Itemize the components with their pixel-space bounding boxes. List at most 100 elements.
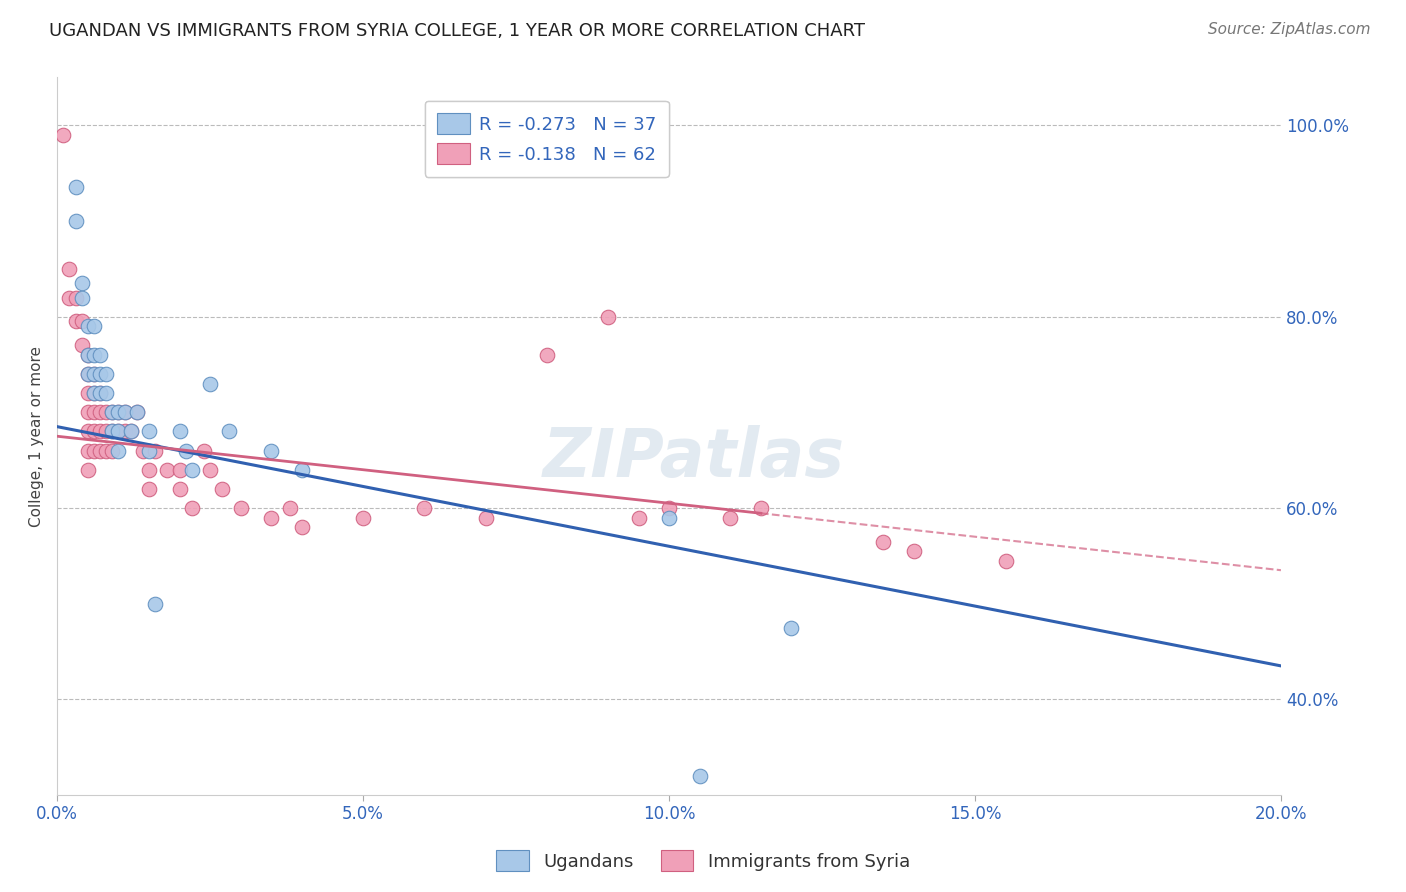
Point [120,425,142,439]
Point [260,510,283,524]
Point [89,405,111,419]
Legend: Ugandans, Immigrants from Syria: Ugandans, Immigrants from Syria [489,843,917,879]
Point [96,367,118,381]
Point [107,405,129,419]
Point [994,554,1017,568]
Point [89,348,111,362]
Point [70,338,93,352]
Point [138,482,160,496]
Point [169,482,191,496]
Point [101,405,124,419]
Point [65,291,87,305]
Point [76,386,98,401]
Point [872,534,894,549]
Point [138,443,160,458]
Point [200,463,222,477]
Point [627,510,650,524]
Point [65,180,87,194]
Point [89,443,111,458]
Point [291,463,314,477]
Point [58,261,80,276]
Y-axis label: College, 1 year or more: College, 1 year or more [30,346,44,527]
Point [70,314,93,328]
Point [138,425,160,439]
Point [89,367,111,381]
Point [174,443,197,458]
Point [65,314,87,328]
Point [76,405,98,419]
Point [101,425,124,439]
Point [58,291,80,305]
Point [689,769,711,783]
Point [156,463,179,477]
Point [143,443,166,458]
Point [83,367,105,381]
Point [749,501,772,516]
Point [76,319,98,334]
Point [132,443,155,458]
Point [138,463,160,477]
Point [780,621,803,635]
Point [211,482,233,496]
Point [658,501,681,516]
Point [76,348,98,362]
Point [70,276,93,290]
Point [143,597,166,611]
Point [114,405,136,419]
Point [76,367,98,381]
Point [83,319,105,334]
Text: Source: ZipAtlas.com: Source: ZipAtlas.com [1208,22,1371,37]
Point [96,386,118,401]
Point [169,463,191,477]
Legend: R = -0.273   N = 37, R = -0.138   N = 62: R = -0.273 N = 37, R = -0.138 N = 62 [425,101,669,177]
Point [180,463,202,477]
Point [218,425,240,439]
Point [474,510,496,524]
Point [76,348,98,362]
Point [83,425,105,439]
Point [101,443,124,458]
Point [413,501,436,516]
Point [229,501,252,516]
Point [76,463,98,477]
Point [83,386,105,401]
Point [83,367,105,381]
Point [52,128,75,142]
Point [180,501,202,516]
Point [352,510,374,524]
Point [125,405,148,419]
Point [114,405,136,419]
Point [107,425,129,439]
Point [83,386,105,401]
Point [89,425,111,439]
Point [193,443,215,458]
Point [76,367,98,381]
Point [120,425,142,439]
Point [125,405,148,419]
Text: UGANDAN VS IMMIGRANTS FROM SYRIA COLLEGE, 1 YEAR OR MORE CORRELATION CHART: UGANDAN VS IMMIGRANTS FROM SYRIA COLLEGE… [49,22,865,40]
Point [903,544,925,558]
Point [96,443,118,458]
Text: ZIPatlas: ZIPatlas [543,425,845,491]
Point [114,425,136,439]
Point [76,443,98,458]
Point [107,425,129,439]
Point [278,501,301,516]
Point [83,348,105,362]
Point [96,405,118,419]
Point [107,405,129,419]
Point [101,405,124,419]
Point [596,310,619,324]
Point [169,425,191,439]
Point [101,425,124,439]
Point [536,348,558,362]
Point [76,425,98,439]
Point [83,405,105,419]
Point [65,214,87,228]
Point [83,443,105,458]
Point [107,443,129,458]
Point [89,386,111,401]
Point [658,510,681,524]
Point [96,425,118,439]
Point [718,510,741,524]
